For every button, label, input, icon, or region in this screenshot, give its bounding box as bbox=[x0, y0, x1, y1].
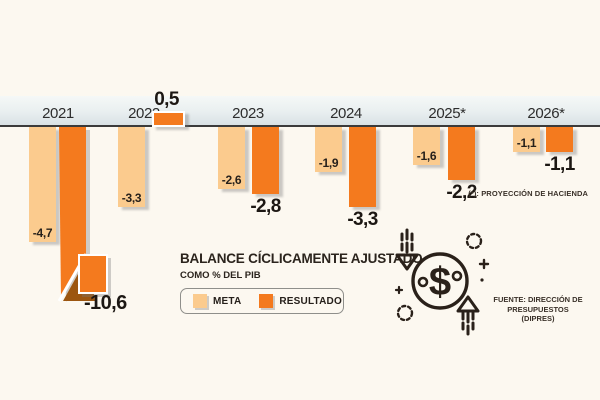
svg-text:$: $ bbox=[429, 260, 451, 304]
resultado-value-2023: -2,8 bbox=[250, 196, 281, 217]
resultado-value-2021: -10,6 bbox=[84, 292, 127, 314]
meta-value-2023: -2,6 bbox=[221, 173, 242, 187]
axis-band bbox=[0, 96, 600, 125]
year-label-2025*: 2025* bbox=[428, 105, 466, 122]
resultado-bar-2025* bbox=[448, 127, 475, 180]
legend-label-resultado: RESULTADO bbox=[279, 295, 342, 307]
footnote: (*): PROYECCIÓN DE HACIENDA bbox=[468, 189, 588, 198]
meta-bar-2025* bbox=[413, 127, 440, 165]
resultado-bar-2024 bbox=[349, 127, 376, 207]
meta-value-2025*: -1,6 bbox=[416, 149, 437, 163]
title-block: BALANCE CÍCLICAMENTE AJUSTADO COMO % DEL… bbox=[180, 251, 423, 281]
resultado-value-2022: 0,5 bbox=[154, 89, 179, 110]
resultado-bar-2021-folded bbox=[57, 127, 111, 302]
meta-bar-2023 bbox=[218, 127, 245, 189]
legend-swatch-resultado bbox=[259, 294, 274, 308]
source-line-2: PRESUPUESTOS (DIPRES) bbox=[507, 304, 569, 324]
meta-value-2024: -1,9 bbox=[318, 156, 339, 170]
chart-subtitle: COMO % DEL PIB bbox=[180, 270, 261, 281]
meta-value-2021: -4,7 bbox=[32, 226, 53, 240]
resultado-value-2024: -3,3 bbox=[347, 209, 378, 230]
dollar-circle-arrows-icon: $ bbox=[394, 228, 490, 336]
zero-axis-line bbox=[0, 125, 600, 127]
chart-title: BALANCE CÍCLICAMENTE AJUSTADO bbox=[180, 251, 423, 266]
legend-swatch-meta bbox=[193, 294, 207, 308]
year-label-2023: 2023 bbox=[232, 105, 264, 122]
meta-value-2022: -3,3 bbox=[121, 191, 142, 205]
legend: META RESULTADO bbox=[180, 288, 344, 314]
meta-bar-2024 bbox=[315, 127, 342, 172]
resultado-bar-2023 bbox=[252, 127, 279, 194]
resultado-bar-2026* bbox=[546, 127, 573, 152]
resultado-value-2026*: -1,1 bbox=[544, 154, 575, 175]
year-label-2024: 2024 bbox=[330, 105, 362, 122]
meta-bar-2026* bbox=[513, 127, 540, 152]
year-label-2026*: 2026* bbox=[527, 105, 565, 122]
meta-bar-2021 bbox=[29, 127, 56, 242]
source-line-1: FUENTE: DIRECCIÓN DE bbox=[493, 295, 583, 304]
year-label-2021: 2021 bbox=[42, 105, 74, 122]
legend-label-meta: META bbox=[213, 295, 242, 307]
meta-bar-2022 bbox=[118, 127, 145, 207]
resultado-bar-2022 bbox=[152, 111, 185, 127]
source-caption: FUENTE: DIRECCIÓN DE PRESUPUESTOS (DIPRE… bbox=[492, 295, 584, 324]
resultado-value-2025*: -2,2 bbox=[446, 182, 477, 203]
meta-value-2026*: -1,1 bbox=[516, 136, 537, 150]
